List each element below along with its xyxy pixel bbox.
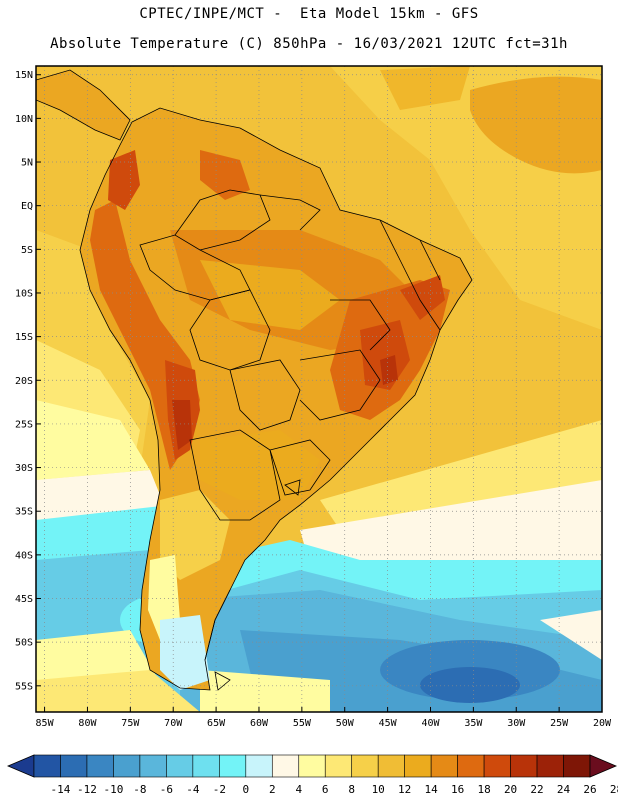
colorbar-box [510, 754, 538, 778]
colorbar-label: 0 [242, 783, 249, 796]
lon-label: 50W [336, 718, 355, 729]
colorbar-label: -12 [77, 783, 97, 796]
colorbar-box [192, 754, 220, 778]
lon-label: 25W [550, 718, 569, 729]
latitude-labels: 15N 10N 5N EQ 5S 10S 15S 20S 25S 30S 35S 40S 45S 50S 5… [15, 70, 41, 692]
colorbar-box [563, 754, 591, 778]
colorbar-label: 2 [269, 783, 276, 796]
colorbar-label: 26 [583, 783, 596, 796]
colorbar-box [86, 754, 114, 778]
lat-label: 20S [15, 376, 33, 387]
lon-label: 20W [593, 718, 612, 729]
longitude-labels: 85W 80W 75W 70W 65W 60W 55W 50W 45W 40W 35W 30W 25W 2… [36, 707, 612, 729]
lat-label: 45S [15, 594, 33, 605]
colorbar-box [33, 754, 61, 778]
lon-label: 30W [507, 718, 526, 729]
colorbar-box [324, 754, 353, 778]
lat-label: EQ [21, 201, 33, 212]
lat-label: 30S [15, 463, 33, 474]
lon-label: 75W [121, 718, 140, 729]
colorbar-box [404, 754, 432, 778]
colorbar-box [430, 754, 458, 778]
colorbar-label: 10 [372, 783, 385, 796]
colorbar-box [60, 754, 88, 778]
colorbar-box [139, 754, 167, 778]
lon-label: 35W [464, 718, 483, 729]
colorbar-box [536, 754, 564, 778]
colorbar-under-triangle [6, 754, 35, 778]
colorbar-label: -10 [103, 783, 123, 796]
colorbar [6, 754, 618, 778]
lon-label: 70W [164, 718, 183, 729]
colorbar-label: -2 [213, 783, 226, 796]
colorbar-label: 18 [477, 783, 490, 796]
colorbar-label: -6 [160, 783, 173, 796]
temperature-field [36, 66, 602, 712]
lat-label: 5N [21, 158, 33, 169]
lon-label: 85W [36, 718, 55, 729]
colorbar-box [298, 754, 326, 778]
colorbar-label: -14 [51, 783, 71, 796]
colorbar-box [219, 754, 247, 778]
lat-label: 15S [15, 332, 33, 343]
colorbar-box [245, 754, 273, 778]
lat-label: 50S [15, 638, 33, 649]
colorbar-box [457, 754, 485, 778]
colorbar-label: 8 [348, 783, 355, 796]
colorbar-over-triangle [589, 754, 618, 778]
lon-label: 80W [78, 718, 97, 729]
colorbar-label: 20 [504, 783, 517, 796]
lat-label: 25S [15, 419, 33, 430]
title-line-2: Absolute Temperature (C) 850hPa - 16/03/… [50, 36, 568, 52]
lon-label: 55W [293, 718, 312, 729]
colorbar-box [483, 754, 511, 778]
lon-label: 40W [421, 718, 440, 729]
colorbar-box [351, 754, 379, 778]
lat-label: 35S [15, 507, 33, 518]
colorbar-label: 24 [557, 783, 571, 796]
lon-label: 60W [250, 718, 269, 729]
colorbar-label: 22 [530, 783, 543, 796]
lat-label: 10S [15, 288, 33, 299]
colorbar-label: -8 [133, 783, 146, 796]
lon-label: 65W [207, 718, 226, 729]
title-line-1: CPTEC/INPE/MCT - Eta Model 15km - GFS [139, 6, 479, 22]
colorbar-label: -4 [186, 783, 200, 796]
lat-label: 55S [15, 681, 33, 692]
colorbar-label: 4 [295, 783, 302, 796]
colorbar-label: 16 [451, 783, 464, 796]
colorbar-label: 6 [322, 783, 329, 796]
lat-label: 10N [15, 114, 33, 125]
country-borders [36, 69, 473, 691]
colorbar-box [113, 754, 141, 778]
lat-label: 40S [15, 550, 33, 561]
colorbar-box [377, 754, 405, 778]
colorbar-label: 12 [398, 783, 411, 796]
colorbar-labels: -14 -12 -10 -8 -6 -4 -2 0 2 4 6 8 10 12 14 16 18 20 22 24 26… [51, 783, 618, 796]
colorbar-label: 14 [425, 783, 439, 796]
lon-label: 45W [379, 718, 398, 729]
lat-label: 15N [15, 70, 33, 81]
lat-label: 5S [21, 245, 33, 256]
colorbar-box [166, 754, 194, 778]
colorbar-label: 28 [610, 783, 618, 796]
map-frame [35, 65, 603, 713]
colorbar-box [271, 754, 300, 778]
